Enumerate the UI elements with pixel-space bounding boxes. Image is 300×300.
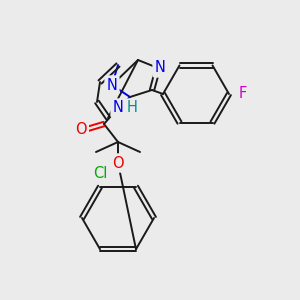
Text: F: F — [239, 86, 247, 101]
Text: N: N — [154, 61, 165, 76]
Text: H: H — [127, 100, 137, 116]
Text: Cl: Cl — [93, 166, 107, 181]
Text: N: N — [112, 100, 123, 116]
Text: N: N — [106, 77, 117, 92]
Text: O: O — [112, 155, 124, 170]
Text: O: O — [75, 122, 87, 137]
